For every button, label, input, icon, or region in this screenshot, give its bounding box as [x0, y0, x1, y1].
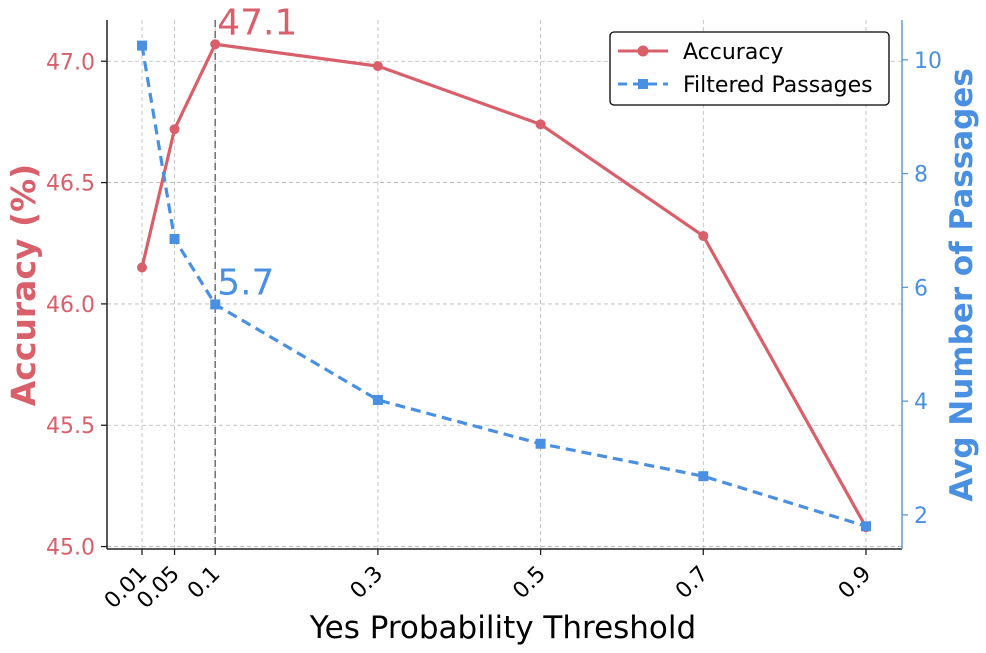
- series: [137, 39, 871, 533]
- accuracy-point: [698, 230, 709, 241]
- accuracy-peak-annotation: 47.1: [217, 2, 297, 43]
- filtered-passages-point: [169, 233, 180, 244]
- right-y-tick-label: 6: [914, 276, 928, 301]
- filtered-passages-point: [137, 40, 147, 51]
- left-y-tick-label: 47.0: [46, 50, 95, 75]
- accuracy-point: [137, 262, 147, 273]
- filtered-passages-point: [210, 299, 221, 310]
- left-y-axis-label: Accuracy (%): [4, 164, 43, 407]
- filtered-passages-point: [535, 438, 546, 449]
- right-y-tick-label: 2: [914, 504, 928, 529]
- annotations: 47.1 5.7: [217, 2, 297, 303]
- legend: Accuracy Filtered Passages: [609, 31, 890, 106]
- x-tick-label: 0.5: [508, 562, 550, 604]
- filtered-passages-point: [372, 394, 383, 405]
- x-tick-label: 0.9: [834, 562, 876, 604]
- x-tick-label: 0.1: [183, 562, 225, 604]
- x-tick-label: 0.3: [346, 562, 388, 604]
- accuracy-point: [169, 124, 180, 135]
- legend-accuracy-marker: [637, 45, 649, 57]
- ticks: 0.010.050.1 0.3 0.5 0.7 0.945.045.546.046.54…: [46, 49, 942, 614]
- passages-annotation: 5.7: [217, 262, 274, 303]
- left-y-tick-label: 45.0: [46, 536, 95, 561]
- right-y-tick-label: 8: [914, 163, 928, 188]
- x-tick-label: 0.7: [671, 562, 713, 604]
- accuracy-point: [372, 61, 383, 72]
- x-axis-label: Yes Probability Threshold: [309, 610, 696, 646]
- left-y-tick-label: 45.5: [46, 414, 95, 439]
- accuracy-point: [210, 39, 221, 50]
- filtered-passages-point: [861, 521, 871, 532]
- legend-box: [609, 31, 890, 106]
- legend-filtered-passages-label: Filtered Passages: [683, 73, 873, 98]
- accuracy-point: [535, 119, 546, 130]
- axes: [106, 20, 903, 550]
- right-y-tick-label: 10: [914, 49, 942, 74]
- right-y-axis-label: Avg Number of Passages: [944, 68, 980, 502]
- filtered-passages-point: [698, 471, 709, 482]
- legend-accuracy-label: Accuracy: [683, 40, 783, 65]
- left-y-tick-label: 46.5: [46, 172, 95, 197]
- right-y-tick-label: 4: [914, 390, 928, 415]
- left-y-tick-label: 46.0: [46, 293, 95, 318]
- legend-filtered-passages-marker: [638, 79, 648, 89]
